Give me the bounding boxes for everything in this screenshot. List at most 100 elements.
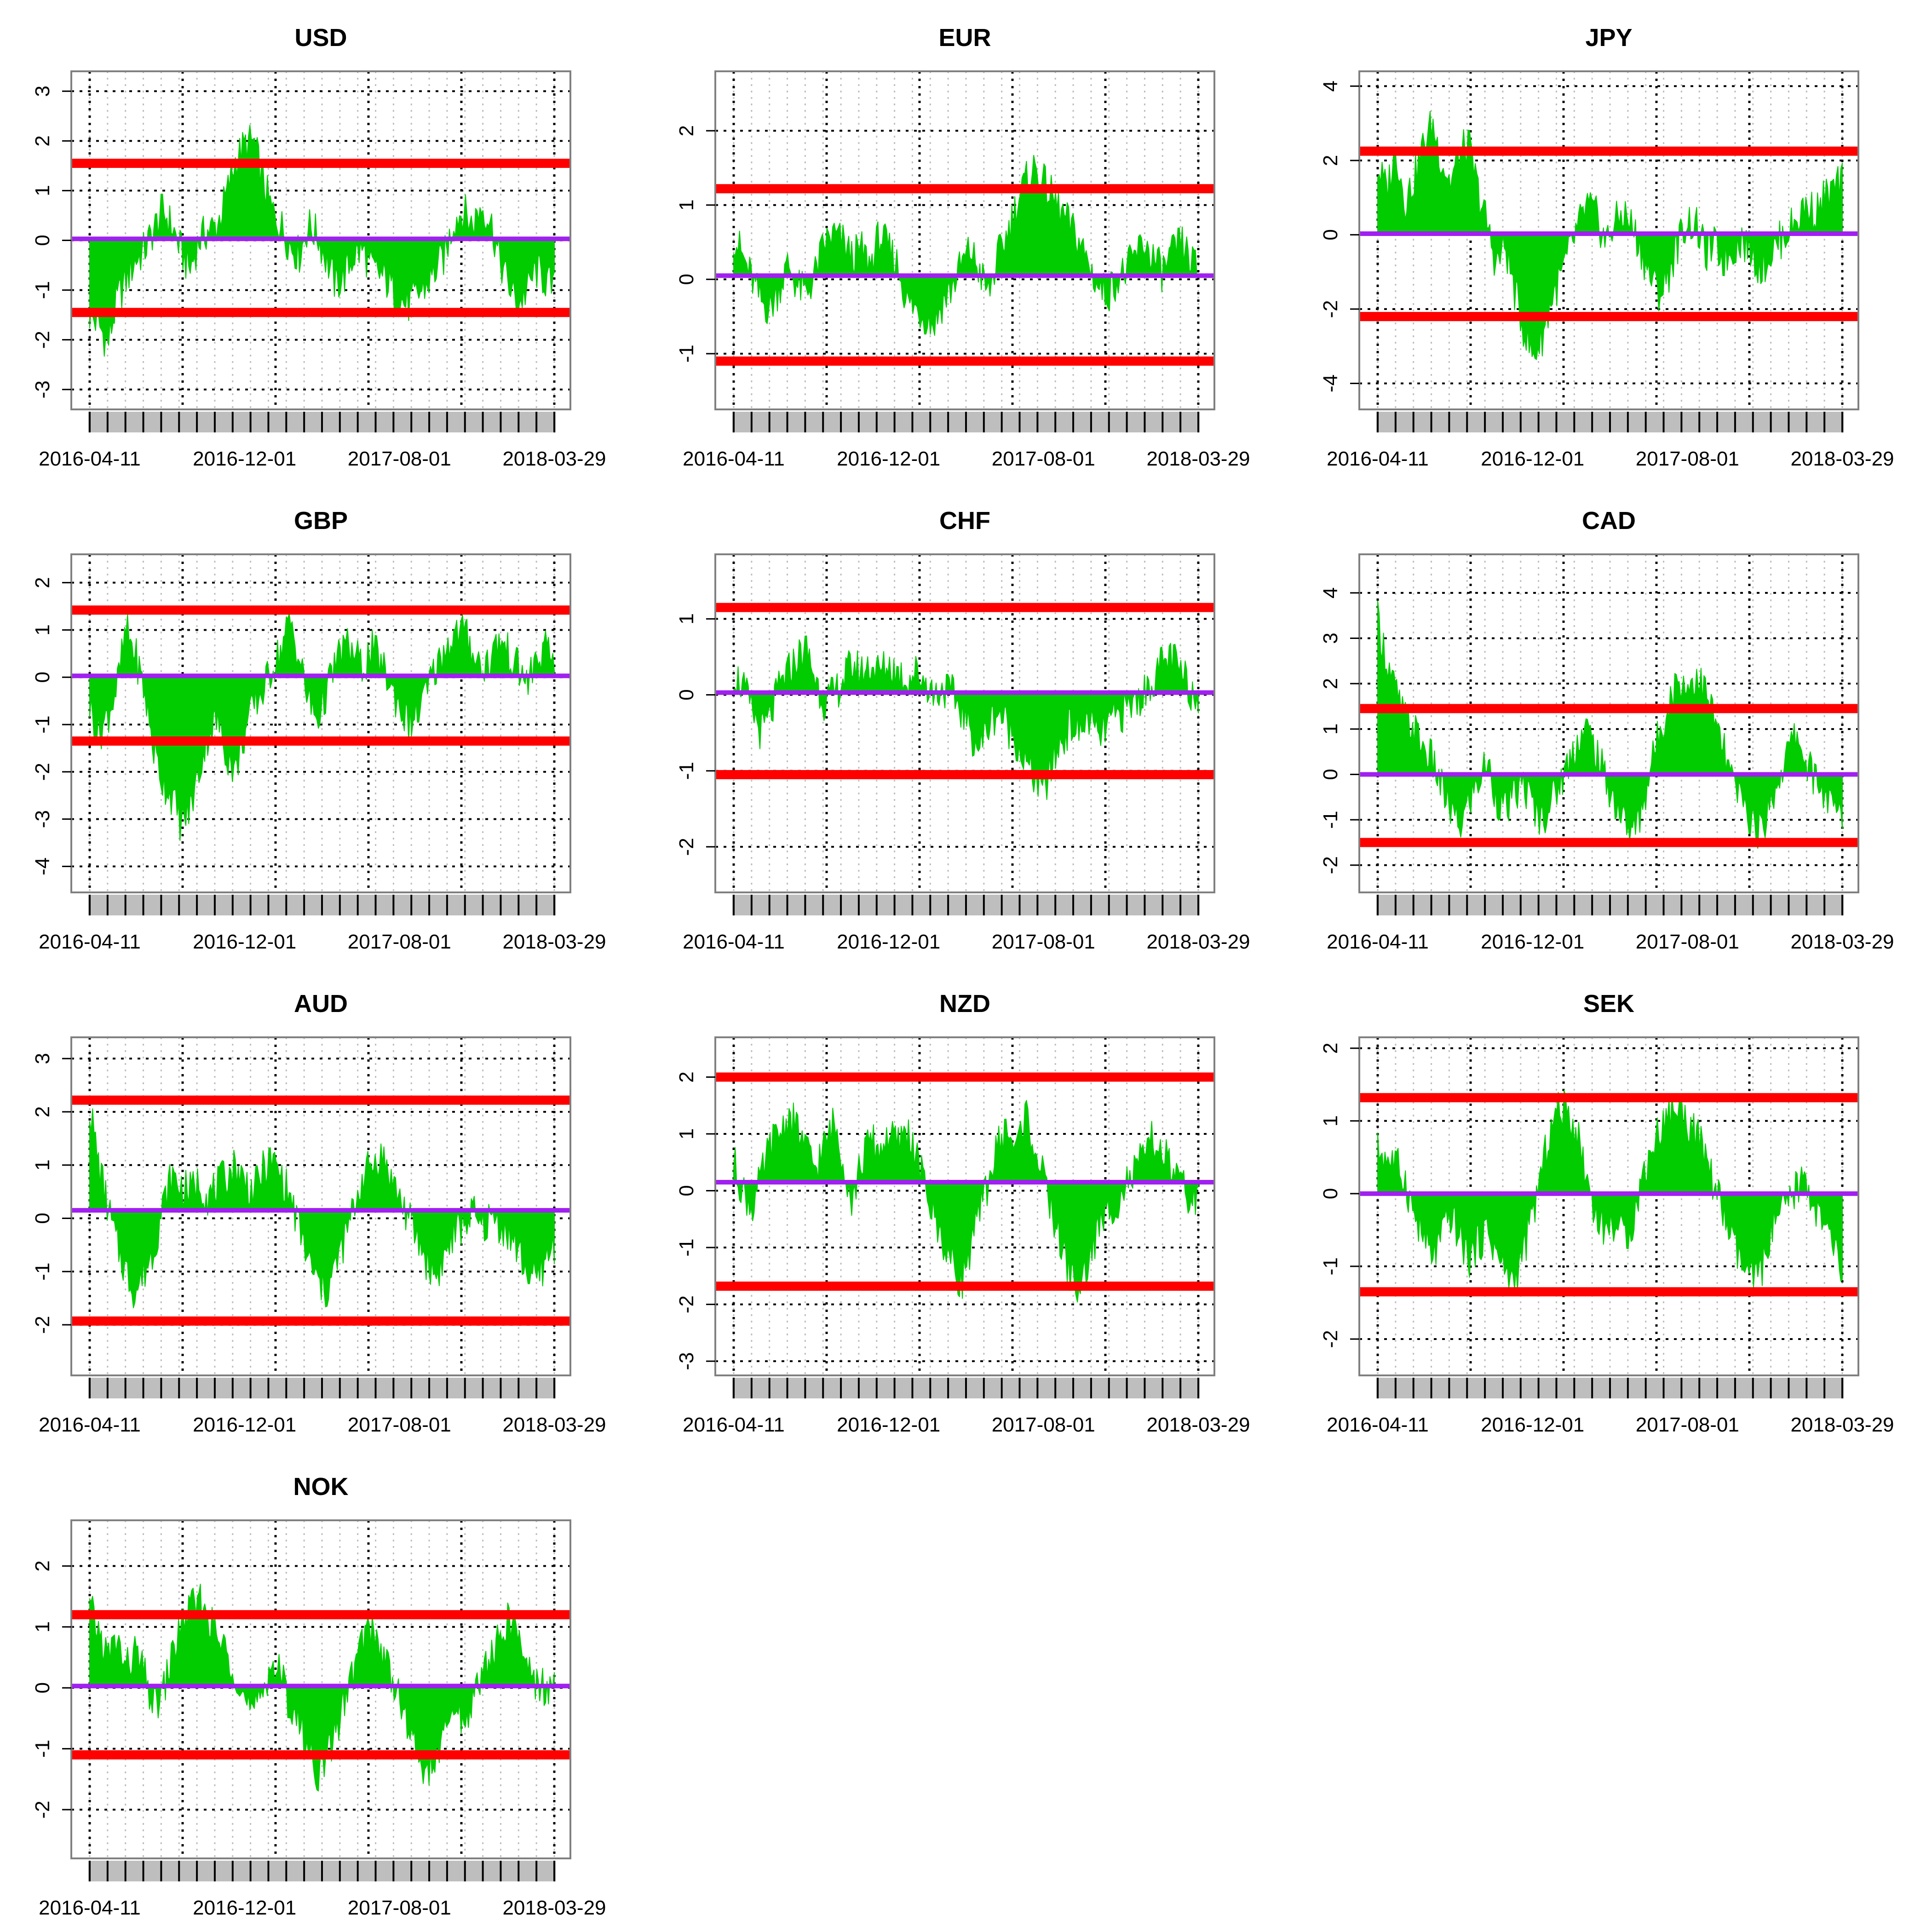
y-tick-label: -1: [1319, 1257, 1342, 1275]
y-tick-label: 3: [1319, 632, 1342, 644]
x-tick-label: 2016-04-11: [1327, 931, 1429, 953]
y-tick-label: 1: [31, 1160, 54, 1171]
y-tick-label: 2: [675, 1071, 698, 1082]
series-area: [733, 1100, 1199, 1303]
x-tick-label: 2018-03-29: [502, 1414, 606, 1436]
plot-frame: [714, 553, 1215, 893]
chart-title: EUR: [938, 24, 991, 52]
y-tick-label: 2: [31, 1560, 54, 1571]
y-tick-label: -2: [31, 1316, 54, 1334]
y-tick-label: 2: [31, 1106, 54, 1117]
y-tick-label: -2: [1319, 1330, 1342, 1348]
x-tick-label: 2018-03-29: [1790, 1414, 1894, 1436]
y-tick-label: -3: [675, 1352, 698, 1370]
plot-frame: [70, 553, 571, 893]
series-area: [1377, 1089, 1843, 1291]
y-tick-label: 0: [1319, 769, 1342, 780]
y-tick-label: 2: [31, 135, 54, 146]
x-tick-label: 2016-04-11: [683, 448, 785, 470]
x-tick-label: 2018-03-29: [1790, 448, 1894, 470]
y-tick-label: 0: [675, 274, 698, 285]
y-tick-label: -1: [1319, 811, 1342, 829]
y-tick-label: -3: [31, 380, 54, 398]
x-tick-label: 2016-12-01: [837, 1414, 940, 1436]
x-tick-label: 2018-03-29: [1146, 1414, 1250, 1436]
x-tick-label: 2017-08-01: [1636, 1414, 1739, 1436]
chart-panel-sek: SEK -2 -1 0 1 2 2016-04-11 2016-12-01 2017-08-01…: [1319, 990, 1894, 1436]
x-tick-label: 2017-08-01: [348, 448, 451, 470]
y-tick-label: -2: [1319, 300, 1342, 318]
chart-panel-nzd: NZD -3 -2 -1 0 1 2 2016-04-11 2016-12-01 2017-08-…: [675, 990, 1250, 1436]
y-tick-label: 2: [1319, 678, 1342, 689]
plot-frame: [714, 1036, 1215, 1376]
y-tick-label: -1: [675, 1238, 698, 1256]
y-tick-label: 0: [675, 1185, 698, 1196]
chart-panel-nok: NOK -2 -1 0 1 2 2016-04-11 2016-12-01 2017-08-01…: [31, 1473, 606, 1919]
x-tick-label: 2016-12-01: [193, 448, 296, 470]
y-tick-label: -2: [675, 838, 698, 856]
x-tick-label: 2016-04-11: [683, 931, 785, 953]
series-area: [89, 613, 555, 841]
series-area: [1377, 600, 1843, 849]
y-tick-label: 3: [31, 1053, 54, 1064]
x-tick-label: 2016-12-01: [193, 1414, 296, 1436]
y-tick-label: -2: [31, 763, 54, 781]
x-tick-label: 2017-08-01: [348, 931, 451, 953]
x-tick-label: 2016-12-01: [837, 448, 940, 470]
x-tick-label: 2016-04-11: [39, 448, 141, 470]
y-tick-label: 4: [1319, 80, 1342, 92]
chart-title: CHF: [939, 507, 990, 535]
x-tick-label: 2016-12-01: [837, 931, 940, 953]
y-tick-label: 0: [31, 672, 54, 683]
chart-panel-cad: CAD -2 -1 0 1 2 3 4 2016-04-11 2016-12-01 2017-08-…: [1319, 507, 1894, 953]
x-tick-label: 2017-08-01: [348, 1897, 451, 1919]
chart-title: AUD: [294, 990, 348, 1018]
x-tick-label: 2016-04-11: [1327, 448, 1429, 470]
plot-frame: [70, 1036, 571, 1376]
x-tick-label: 2016-12-01: [193, 931, 296, 953]
y-tick-label: -1: [675, 345, 698, 362]
y-tick-label: -4: [31, 857, 54, 875]
y-tick-label: -1: [31, 1263, 54, 1281]
y-tick-label: 2: [31, 577, 54, 588]
y-tick-label: -1: [675, 762, 698, 780]
chart-title: GBP: [294, 507, 348, 535]
plot-frame: [1358, 70, 1859, 410]
y-tick-label: 0: [1319, 1188, 1342, 1199]
x-tick-label: 2017-08-01: [348, 1414, 451, 1436]
x-tick-label: 2016-04-11: [39, 931, 141, 953]
y-tick-label: -2: [31, 1800, 54, 1818]
chart-title: JPY: [1585, 24, 1632, 52]
series-area: [733, 155, 1199, 336]
chart-panel-chf: CHF -2 -1 0 1 2016-04-11 2016-12-01 2017-08-01 2…: [675, 507, 1250, 953]
y-tick-label: -1: [31, 716, 54, 734]
y-tick-label: 1: [31, 185, 54, 196]
y-tick-label: -4: [1319, 374, 1342, 392]
y-tick-label: 2: [1319, 155, 1342, 166]
y-tick-label: 0: [675, 689, 698, 700]
y-tick-label: 1: [675, 200, 698, 211]
x-tick-label: 2018-03-29: [1146, 931, 1250, 953]
x-tick-label: 2017-08-01: [992, 448, 1095, 470]
y-tick-label: 1: [31, 1622, 54, 1633]
chart-title: CAD: [1582, 507, 1636, 535]
y-tick-label: -2: [1319, 856, 1342, 874]
x-tick-label: 2018-03-29: [1790, 931, 1894, 953]
chart-title: NOK: [293, 1473, 349, 1501]
series-area: [89, 1108, 555, 1308]
y-tick-label: 0: [1319, 229, 1342, 240]
y-tick-label: 3: [31, 86, 54, 97]
y-tick-label: 1: [31, 624, 54, 635]
chart-title: USD: [294, 24, 347, 52]
chart-title: NZD: [939, 990, 990, 1018]
y-tick-label: -2: [31, 331, 54, 349]
x-tick-label: 2017-08-01: [1636, 931, 1739, 953]
x-tick-label: 2017-08-01: [992, 1414, 1095, 1436]
y-tick-label: 1: [675, 1128, 698, 1139]
x-tick-label: 2017-08-01: [1636, 448, 1739, 470]
x-tick-label: 2016-04-11: [39, 1897, 141, 1919]
x-tick-label: 2016-04-11: [1327, 1414, 1429, 1436]
x-tick-label: 2018-03-29: [502, 448, 606, 470]
x-tick-label: 2016-12-01: [1481, 931, 1584, 953]
chart-panel-gbp: GBP -4 -3 -2 -1 0 1 2 2016-04-11 2016-12-01 2017-0…: [31, 507, 606, 953]
